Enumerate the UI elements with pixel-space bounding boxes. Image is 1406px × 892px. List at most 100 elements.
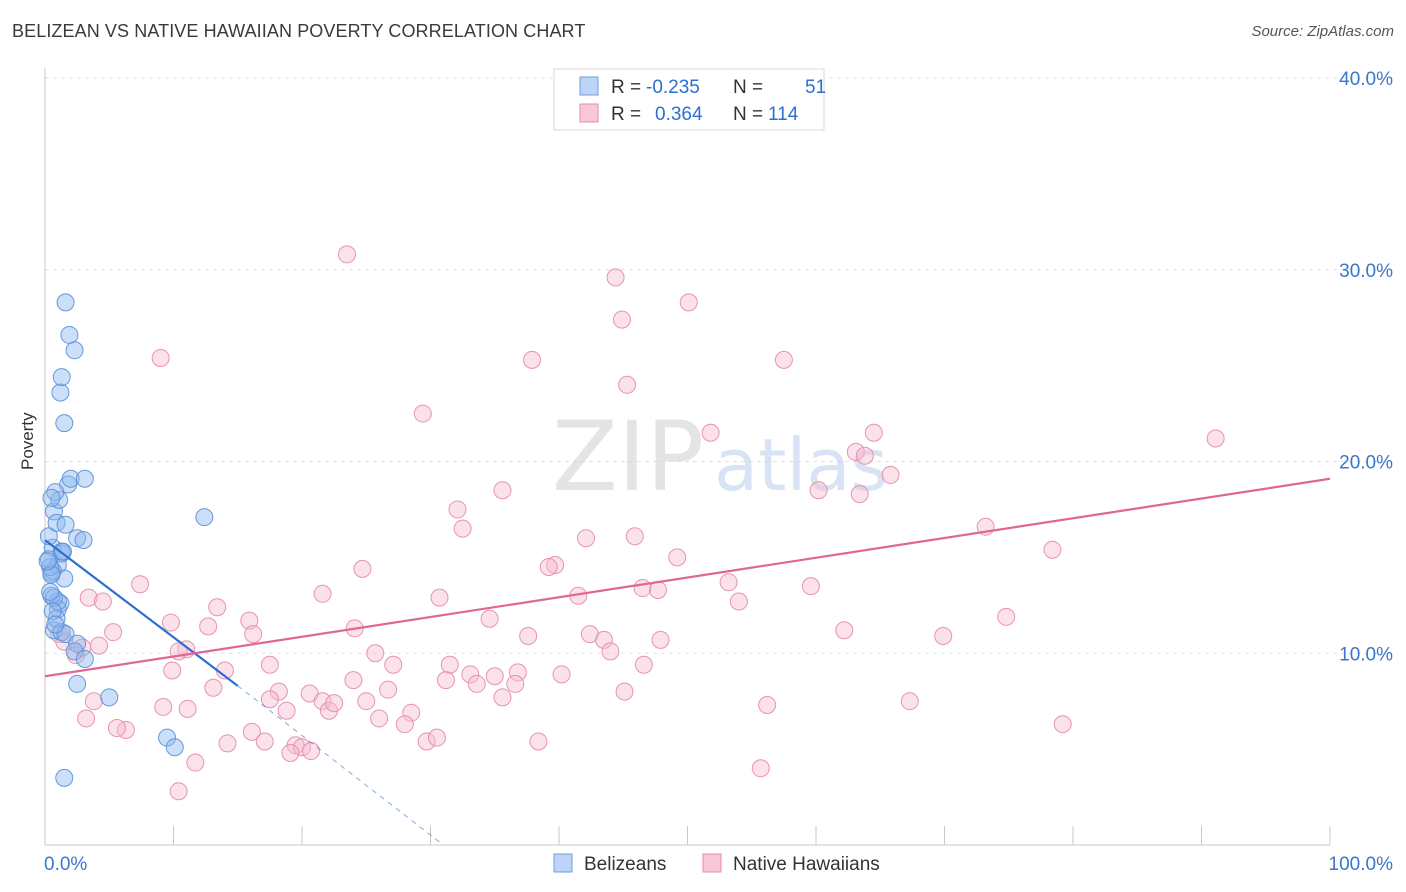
native-hawaiians-point-91 bbox=[370, 709, 389, 728]
native-hawaiians-point-83 bbox=[357, 692, 376, 711]
native-hawaiians-point-19 bbox=[453, 519, 472, 538]
native-hawaiians-point-42 bbox=[199, 617, 218, 636]
native-hawaiians-point-68 bbox=[461, 665, 480, 684]
native-hawaiians-point-78 bbox=[379, 680, 398, 699]
belizeans-point-4 bbox=[39, 527, 58, 546]
legend-bottom-label-belizeans: Belizeans bbox=[584, 854, 666, 875]
native-hawaiians-point-105 bbox=[186, 753, 205, 772]
native-hawaiians-point-50 bbox=[519, 626, 538, 645]
native-hawaiians-point-76 bbox=[436, 671, 455, 690]
y-tick-label-2: 30.0% bbox=[1339, 261, 1393, 282]
native-hawaiians-point-56 bbox=[594, 630, 613, 649]
native-hawaiians-point-88 bbox=[178, 699, 197, 718]
native-hawaiians-point-79 bbox=[493, 688, 512, 707]
native-hawaiians-point-43 bbox=[480, 609, 499, 628]
native-hawaiians-point-27 bbox=[353, 559, 372, 578]
belizeans-point-12 bbox=[51, 383, 70, 402]
legend-r-label-1: R = bbox=[611, 104, 641, 125]
legend-bottom-label-native-hawaiians: Native Hawaiians bbox=[733, 854, 880, 875]
native-hawaiians-point-113 bbox=[107, 719, 126, 738]
native-hawaiians-point-66 bbox=[384, 655, 403, 674]
native-hawaiians-point-71 bbox=[552, 665, 571, 684]
native-hawaiians-point-61 bbox=[601, 642, 620, 661]
gridlines bbox=[45, 77, 1392, 654]
native-hawaiians-point-102 bbox=[417, 732, 436, 751]
native-hawaiians-point-2 bbox=[612, 310, 631, 329]
belizeans-point-50 bbox=[38, 552, 57, 571]
native-hawaiians-point-21 bbox=[576, 529, 595, 548]
series-native-hawaiians-points bbox=[50, 245, 1225, 801]
native-hawaiians-point-48 bbox=[835, 621, 854, 640]
native-hawaiians-point-77 bbox=[467, 674, 486, 693]
belizeans-point-14 bbox=[65, 341, 84, 360]
native-hawaiians-point-58 bbox=[934, 626, 953, 645]
source-label: Source: ZipAtlas.com bbox=[1251, 23, 1394, 40]
legend-n-value-0: 51 bbox=[805, 77, 826, 98]
belizeans-point-20 bbox=[68, 529, 87, 548]
x-tick-labels: 0.0% 100.0% bbox=[44, 854, 1393, 875]
native-hawaiians-point-98 bbox=[255, 732, 274, 751]
x-tick-label-1: 100.0% bbox=[1329, 854, 1394, 875]
native-hawaiians-point-96 bbox=[242, 722, 261, 741]
legend-swatch-native-hawaiians bbox=[579, 103, 599, 123]
native-hawaiians-point-101 bbox=[301, 742, 320, 761]
native-hawaiians-point-93 bbox=[758, 696, 777, 715]
native-hawaiians-point-17 bbox=[850, 485, 869, 504]
native-hawaiians-point-38 bbox=[93, 592, 112, 611]
legend-r-value-0: -0.235 bbox=[646, 77, 700, 98]
axes bbox=[44, 68, 1331, 846]
belizeans-trend-extension bbox=[237, 685, 444, 846]
watermark-zip: ZIP bbox=[552, 401, 704, 513]
belizeans-point-10 bbox=[75, 469, 94, 488]
native-hawaiians-point-23 bbox=[1043, 540, 1062, 559]
native-hawaiians-point-82 bbox=[313, 692, 332, 711]
native-hawaiians-point-45 bbox=[104, 623, 123, 642]
belizeans-point-19 bbox=[47, 513, 66, 532]
belizeans-point-48 bbox=[46, 615, 65, 634]
native-hawaiians-point-67 bbox=[440, 655, 459, 674]
legend-bottom-swatch-belizeans bbox=[553, 853, 573, 873]
legend-box bbox=[553, 68, 825, 131]
legend-n-value-1: 114 bbox=[768, 104, 799, 125]
native-hawaiians-point-32 bbox=[801, 577, 820, 596]
native-hawaiians-point-7 bbox=[618, 375, 637, 394]
watermark: ZIP atlas bbox=[552, 401, 888, 513]
native-hawaiians-point-15 bbox=[493, 481, 512, 500]
belizeans-point-37 bbox=[68, 674, 87, 693]
trend-lines bbox=[44, 477, 1331, 846]
belizeans-point-16 bbox=[56, 293, 75, 312]
belizeans-point-39 bbox=[158, 728, 177, 747]
y-tick-label-1: 20.0% bbox=[1339, 453, 1393, 474]
y-tick-label-3: 40.0% bbox=[1339, 69, 1393, 90]
native-hawaiians-point-47 bbox=[244, 625, 263, 644]
native-hawaiians-point-69 bbox=[485, 667, 504, 686]
native-hawaiians-point-16 bbox=[809, 481, 828, 500]
native-hawaiians-point-0 bbox=[337, 245, 356, 264]
native-hawaiians-point-74 bbox=[269, 682, 288, 701]
native-hawaiians-point-106 bbox=[169, 782, 188, 801]
native-hawaiians-point-109 bbox=[395, 715, 414, 734]
native-hawaiians-point-81 bbox=[260, 690, 279, 709]
native-hawaiians-point-85 bbox=[506, 674, 525, 693]
x-tick-label-0: 0.0% bbox=[44, 854, 87, 875]
native-hawaiians-point-87 bbox=[84, 692, 103, 711]
legend-r-value-1: 0.364 bbox=[655, 104, 703, 125]
native-hawaiians-point-10 bbox=[864, 423, 883, 442]
belizeans-point-42 bbox=[55, 768, 74, 787]
native-hawaiians-point-97 bbox=[218, 734, 237, 753]
belizeans-point-41 bbox=[195, 508, 214, 527]
native-hawaiians-point-26 bbox=[539, 557, 558, 576]
native-hawaiians-point-86 bbox=[154, 697, 173, 716]
native-hawaiians-point-44 bbox=[997, 607, 1016, 626]
correlation-legend: R = -0.235 N = 51 R = 0.364 N = 114 bbox=[553, 68, 826, 131]
belizeans-point-15 bbox=[60, 325, 79, 344]
legend-n-label-1: N = bbox=[733, 104, 763, 125]
y-tick-label-0: 10.0% bbox=[1339, 644, 1393, 665]
belizeans-point-35 bbox=[65, 642, 84, 661]
native-hawaiians-point-22 bbox=[625, 527, 644, 546]
belizeans-point-40 bbox=[165, 738, 184, 757]
native-hawaiians-point-25 bbox=[546, 556, 565, 575]
y-tick-labels: 10.0% 20.0% 30.0% 40.0% bbox=[1339, 69, 1393, 665]
belizeans-point-46 bbox=[41, 582, 60, 601]
